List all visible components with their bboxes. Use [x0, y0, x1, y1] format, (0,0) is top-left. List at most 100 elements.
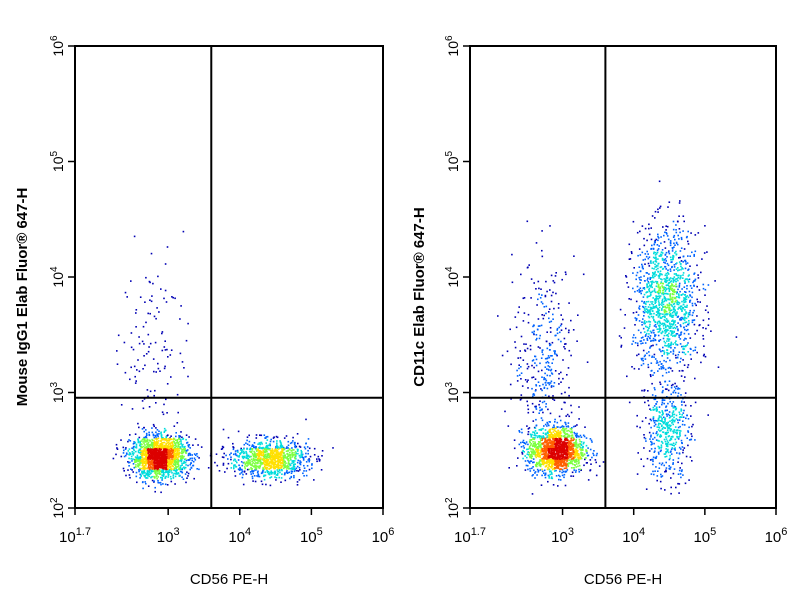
- event-dot: [293, 467, 295, 469]
- event-dot: [295, 452, 297, 455]
- event-dot: [650, 419, 653, 422]
- event-dot: [168, 459, 171, 462]
- event-dot: [274, 453, 276, 455]
- event-dot: [160, 461, 163, 464]
- event-dot: [157, 275, 159, 278]
- event-dot: [690, 232, 692, 234]
- event-dot: [697, 274, 699, 276]
- event-dot: [682, 449, 684, 451]
- event-dot: [253, 475, 256, 477]
- event-dot: [685, 455, 688, 458]
- event-dot: [520, 394, 523, 396]
- event-dot: [142, 463, 144, 465]
- event-dot: [143, 467, 145, 469]
- event-dot: [677, 279, 679, 282]
- event-dot: [575, 433, 578, 436]
- event-dot: [173, 472, 175, 475]
- event-dot: [681, 307, 684, 309]
- event-dot: [163, 427, 166, 430]
- event-dot: [533, 434, 535, 437]
- event-dot: [182, 437, 185, 440]
- event-dot: [275, 445, 277, 448]
- event-dot: [149, 299, 151, 301]
- event-dot: [135, 312, 137, 314]
- event-dot: [160, 451, 162, 453]
- event-dot: [666, 415, 668, 417]
- event-dot: [668, 285, 670, 288]
- event-dot: [131, 451, 134, 453]
- event-dot: [661, 403, 663, 406]
- event-dot: [644, 401, 646, 404]
- event-dot: [249, 462, 251, 464]
- event-dot: [643, 320, 646, 322]
- event-dot: [665, 251, 668, 254]
- event-dot: [154, 444, 156, 447]
- event-dot: [680, 319, 683, 321]
- event-dot: [658, 314, 661, 317]
- event-dot: [680, 332, 682, 334]
- event-dot: [187, 472, 190, 475]
- event-dot: [171, 444, 174, 447]
- event-dot: [693, 255, 695, 257]
- event-dot: [668, 411, 671, 413]
- event-dot: [142, 368, 144, 370]
- event-dot: [540, 388, 542, 390]
- event-dot: [660, 449, 662, 452]
- event-dot: [687, 230, 689, 233]
- event-dot: [650, 448, 653, 450]
- event-dot: [707, 324, 710, 326]
- event-dot: [527, 468, 529, 471]
- event-dot: [661, 350, 664, 352]
- event-dot: [155, 456, 158, 459]
- event-dot: [166, 484, 169, 486]
- event-dot: [691, 460, 693, 462]
- event-dot: [514, 316, 517, 318]
- event-dot: [677, 353, 680, 356]
- event-dot: [691, 435, 693, 438]
- event-dot: [263, 447, 265, 450]
- event-dot: [160, 434, 163, 436]
- event-dot: [641, 265, 644, 267]
- event-dot: [687, 444, 689, 447]
- event-dot: [527, 404, 529, 407]
- event-dot: [535, 434, 537, 437]
- event-dot: [286, 458, 288, 460]
- event-dot: [274, 458, 276, 460]
- event-dot: [644, 358, 647, 360]
- event-dot: [660, 446, 663, 448]
- event-dot: [574, 471, 577, 473]
- event-dot: [568, 386, 570, 389]
- event-dot: [681, 416, 683, 418]
- event-dot: [665, 455, 668, 458]
- event-dot: [659, 253, 662, 256]
- event-dot: [514, 346, 517, 349]
- event-dot: [551, 341, 554, 344]
- event-dot: [252, 455, 255, 458]
- event-dot: [657, 324, 660, 327]
- event-dot: [683, 248, 686, 250]
- event-dot: [672, 410, 675, 412]
- event-dot: [170, 445, 172, 448]
- event-dot: [266, 456, 268, 459]
- event-dot: [125, 474, 127, 477]
- event-dot: [533, 394, 536, 396]
- event-dot: [163, 346, 166, 348]
- event-dot: [672, 306, 675, 309]
- event-dot: [654, 423, 657, 426]
- event-dot: [239, 466, 241, 469]
- event-dot: [147, 333, 150, 336]
- event-dot: [145, 447, 147, 449]
- event-dot: [262, 467, 264, 469]
- event-dot: [280, 477, 283, 479]
- event-dot: [546, 421, 548, 424]
- event-dot: [120, 455, 123, 458]
- event-dot: [181, 476, 183, 478]
- event-dot: [650, 238, 653, 241]
- event-dot: [522, 445, 525, 447]
- event-dot: [668, 346, 670, 348]
- event-dot: [537, 470, 540, 472]
- event-dot: [178, 475, 180, 477]
- event-dot: [156, 433, 158, 435]
- event-dot: [158, 311, 160, 313]
- event-dot: [156, 449, 158, 451]
